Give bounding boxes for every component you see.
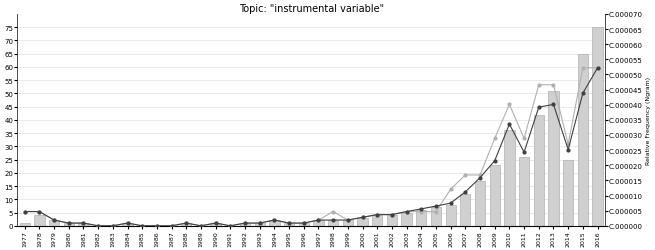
Bar [210, 223, 221, 226]
Bar [255, 223, 265, 226]
Bar [416, 210, 426, 226]
Bar [445, 205, 456, 226]
Bar [548, 91, 559, 226]
Bar [313, 220, 324, 226]
Bar [299, 223, 309, 226]
Title: Topic: "instrumental variable": Topic: "instrumental variable" [238, 4, 384, 14]
Bar [284, 223, 294, 226]
Bar [592, 28, 603, 226]
Bar [534, 115, 544, 226]
Bar [504, 131, 515, 226]
Bar [64, 223, 74, 226]
Bar [402, 213, 412, 226]
Bar [372, 215, 383, 226]
Bar [386, 215, 397, 226]
Bar [49, 220, 59, 226]
Bar [122, 223, 133, 226]
Bar [563, 160, 573, 226]
Bar [269, 220, 280, 226]
Bar [343, 220, 353, 226]
Bar [240, 223, 250, 226]
Bar [181, 223, 191, 226]
Bar [519, 157, 529, 226]
Bar [34, 215, 45, 226]
Bar [79, 223, 88, 226]
Bar [20, 223, 30, 226]
Bar [460, 194, 470, 226]
Bar [431, 208, 441, 226]
Bar [578, 54, 588, 226]
Bar [328, 220, 338, 226]
Bar [475, 181, 485, 226]
Bar [489, 165, 500, 226]
Y-axis label: Relative Frequency (Ngram): Relative Frequency (Ngram) [646, 76, 651, 164]
Bar [358, 218, 367, 226]
